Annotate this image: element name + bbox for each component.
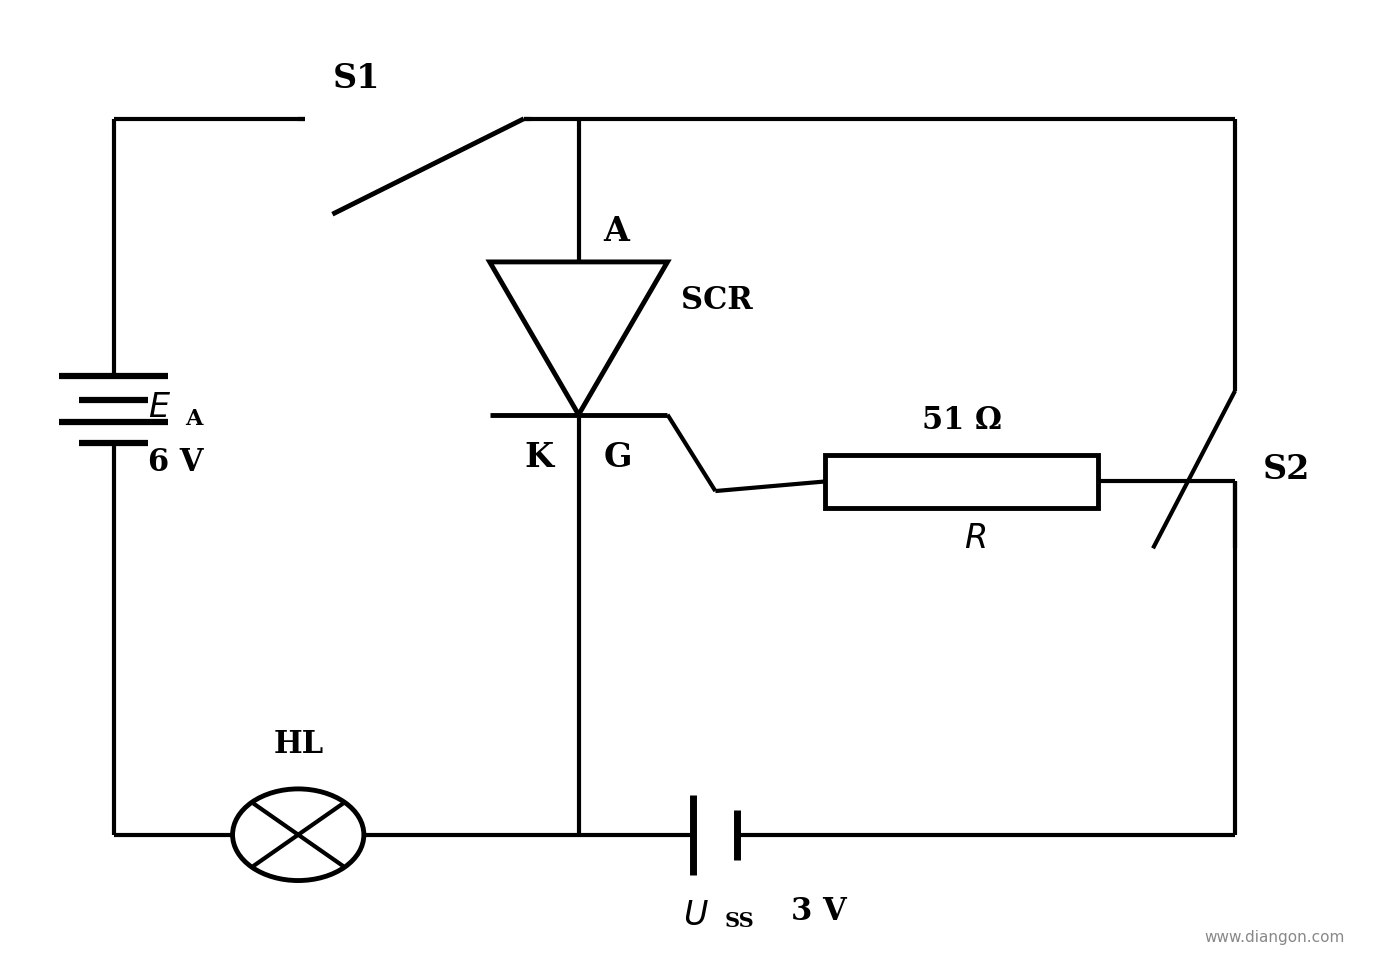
Text: G: G [603, 441, 632, 474]
Polygon shape [490, 262, 667, 415]
Text: 51 Ω: 51 Ω [922, 405, 1002, 436]
Text: A: A [184, 408, 202, 430]
Bar [824, 455, 1098, 508]
Text: $R$: $R$ [965, 522, 987, 555]
Text: 3 V: 3 V [791, 896, 846, 926]
Text: www.diangon.com: www.diangon.com [1204, 929, 1344, 945]
Text: S2: S2 [1262, 453, 1310, 486]
Text: $U$: $U$ [682, 898, 709, 931]
Text: A: A [603, 215, 629, 247]
Text: HL: HL [274, 729, 323, 760]
Text: SS: SS [725, 911, 754, 931]
Text: K: K [524, 441, 555, 474]
Text: $E$: $E$ [147, 391, 171, 424]
Text: SCR: SCR [681, 285, 753, 316]
Circle shape [233, 789, 363, 880]
Text: S1: S1 [333, 62, 380, 95]
Text: 6 V: 6 V [147, 447, 204, 478]
